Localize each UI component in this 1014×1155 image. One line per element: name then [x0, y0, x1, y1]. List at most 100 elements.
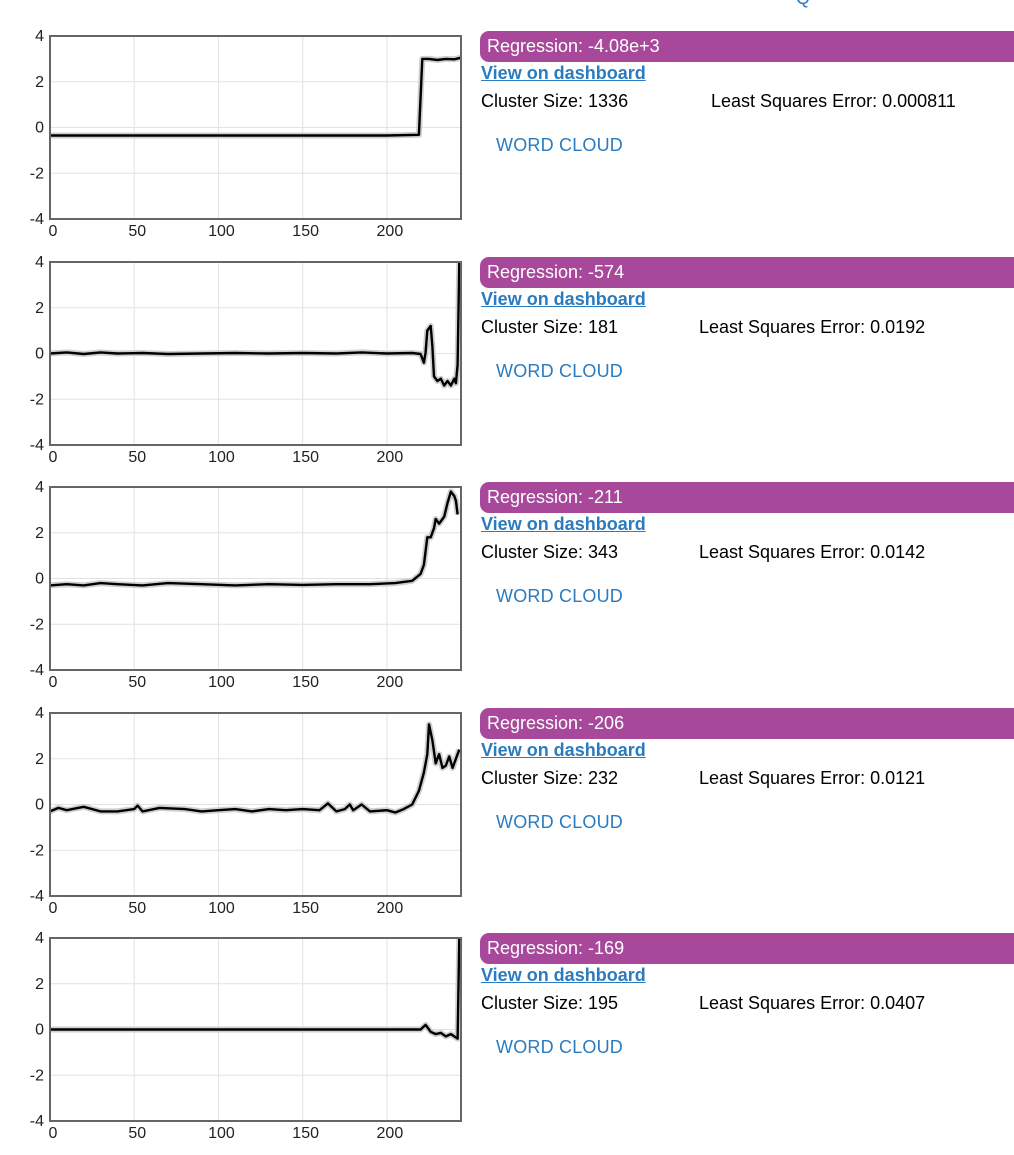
cluster-chart: 4 2 0 -2 -4 0 50 100 150 200 [30, 479, 462, 691]
y-tick-label: 0 [35, 571, 44, 588]
regression-badge: Regression: -169 [480, 933, 1014, 964]
x-tick-label: 150 [292, 900, 319, 917]
x-tick-label: 100 [208, 449, 235, 466]
word-cloud-button[interactable]: WORD CLOUD [496, 360, 623, 381]
plot-frame [49, 711, 462, 897]
y-tick-label: 2 [35, 74, 44, 91]
cluster-info: Regression: -4.08e+3 View on dashboard Clu… [480, 27, 1014, 253]
view-on-dashboard-link[interactable]: View on dashboard [481, 63, 646, 83]
x-tick-label: 50 [128, 674, 146, 691]
series-line [49, 722, 461, 814]
y-tick-label: -2 [30, 1067, 44, 1084]
x-tick-label: 150 [292, 674, 319, 691]
view-on-dashboard-link[interactable]: View on dashboard [481, 965, 646, 985]
y-tick-label: 4 [35, 930, 44, 947]
least-squares-error-text: Least Squares Error: 0.000811 [711, 91, 956, 111]
y-tick-label: -2 [30, 391, 44, 408]
cluster-row: 4 2 0 -2 -4 0 50 100 150 200 Regression: -211 View … [0, 478, 1014, 704]
x-tick-label: 0 [49, 223, 58, 240]
y-tick-label: 2 [35, 525, 44, 542]
least-squares-error-text: Least Squares Error: 0.0407 [699, 993, 926, 1013]
x-tick-label: 50 [128, 1125, 146, 1142]
word-cloud-button[interactable]: WORD CLOUD [496, 586, 623, 606]
word-cloud-button[interactable]: WORD CLOUD [496, 811, 623, 832]
x-tick-label: 0 [49, 1125, 58, 1142]
regression-badge: Regression: -574 [480, 256, 1014, 288]
cluster-chart: 4 2 0 -2 -4 0 50 100 150 200 [30, 28, 462, 240]
cluster-chart: 4 2 0 -2 -4 0 50 100 150 200 [30, 254, 463, 466]
cluster-size-text: Cluster Size: 232 [481, 767, 619, 788]
series-line-shadow [48, 720, 463, 815]
x-tick-label: 50 [128, 449, 146, 466]
y-tick-label: 4 [35, 28, 44, 45]
plot-frame [49, 937, 462, 1122]
x-tick-label: 200 [377, 1125, 404, 1142]
x-tick-label: 150 [292, 449, 319, 466]
cluster-info: Regression: -169 View on dashboard Cluster… [480, 929, 1014, 1155]
y-tick-label: 0 [35, 120, 44, 137]
y-tick-label: -4 [30, 211, 44, 228]
cluster-info: Regression: -574 View on dashboard Cluster… [480, 253, 1014, 479]
x-tick-label: 0 [49, 900, 58, 917]
plot-frame [49, 35, 462, 220]
x-tick-label: 200 [377, 449, 404, 466]
x-tick-label: 150 [292, 1125, 319, 1142]
y-tick-label: 4 [35, 479, 44, 496]
cluster-info: Regression: -206 View on dashboard Cluster… [480, 704, 1014, 930]
cluster-row: 4 2 0 -2 -4 0 50 100 150 200 Regression: -206 View … [0, 704, 1014, 930]
cluster-size-text: Cluster Size: 343 [481, 542, 619, 562]
view-on-dashboard-link[interactable]: View on dashboard [481, 739, 646, 760]
x-tick-label: 0 [49, 674, 58, 691]
top-partial-link[interactable]: Q [796, 0, 810, 9]
y-tick-label: -2 [30, 842, 44, 859]
y-tick-label: 4 [35, 705, 44, 722]
word-cloud-button[interactable]: WORD CLOUD [496, 135, 623, 155]
view-on-dashboard-link[interactable]: View on dashboard [481, 288, 646, 309]
view-on-dashboard-link[interactable]: View on dashboard [481, 514, 646, 534]
regression-badge: Regression: -4.08e+3 [480, 31, 1014, 62]
y-tick-label: -4 [30, 662, 44, 679]
cluster-row: 4 2 0 -2 -4 0 50 100 150 200 Regression: -4.08e+3 V… [0, 27, 1014, 253]
cluster-size-text: Cluster Size: 1336 [481, 91, 629, 111]
cluster-row: 4 2 0 -2 -4 0 50 100 150 200 Regression: -574 View … [0, 253, 1014, 479]
word-cloud-button[interactable]: WORD CLOUD [496, 1037, 623, 1057]
y-tick-label: 0 [35, 1022, 44, 1039]
x-tick-label: 100 [208, 900, 235, 917]
x-tick-label: 100 [208, 223, 235, 240]
plot-frame [49, 486, 462, 671]
x-tick-label: 50 [128, 900, 146, 917]
y-tick-label: 2 [35, 750, 44, 767]
regression-badge: Regression: -206 [480, 707, 1014, 739]
y-tick-label: 4 [35, 254, 44, 271]
y-tick-label: -4 [30, 888, 44, 905]
series-line [49, 490, 459, 587]
x-tick-label: 200 [377, 900, 404, 917]
regression-badge: Regression: -211 [480, 482, 1014, 513]
least-squares-error-text: Least Squares Error: 0.0142 [699, 542, 926, 562]
cluster-info: Regression: -211 View on dashboard Cluster… [480, 478, 1014, 704]
y-tick-label: 2 [35, 299, 44, 316]
series-line-shadow [50, 937, 463, 1042]
cluster-size-text: Cluster Size: 195 [481, 993, 619, 1013]
cluster-size-text: Cluster Size: 181 [481, 316, 619, 337]
y-tick-label: 0 [35, 796, 44, 813]
series-line-shadow [49, 488, 461, 589]
y-tick-label: 0 [35, 345, 44, 362]
x-tick-label: 150 [292, 223, 319, 240]
y-tick-label: -4 [30, 1113, 44, 1130]
series-line-shadow [49, 261, 463, 388]
x-tick-label: 200 [377, 223, 404, 240]
x-tick-label: 100 [208, 674, 235, 691]
x-tick-label: 0 [49, 449, 58, 466]
series-line [49, 261, 461, 387]
cluster-chart: 4 2 0 -2 -4 0 50 100 150 200 [30, 705, 463, 917]
least-squares-error-text: Least Squares Error: 0.0192 [699, 316, 926, 337]
x-tick-label: 50 [128, 223, 146, 240]
y-tick-label: -2 [30, 165, 44, 182]
y-tick-label: -2 [30, 616, 44, 633]
x-tick-label: 100 [208, 1125, 235, 1142]
series-line [50, 56, 462, 137]
x-tick-label: 200 [377, 674, 404, 691]
y-tick-label: 2 [35, 976, 44, 993]
y-tick-label: -4 [30, 437, 44, 454]
